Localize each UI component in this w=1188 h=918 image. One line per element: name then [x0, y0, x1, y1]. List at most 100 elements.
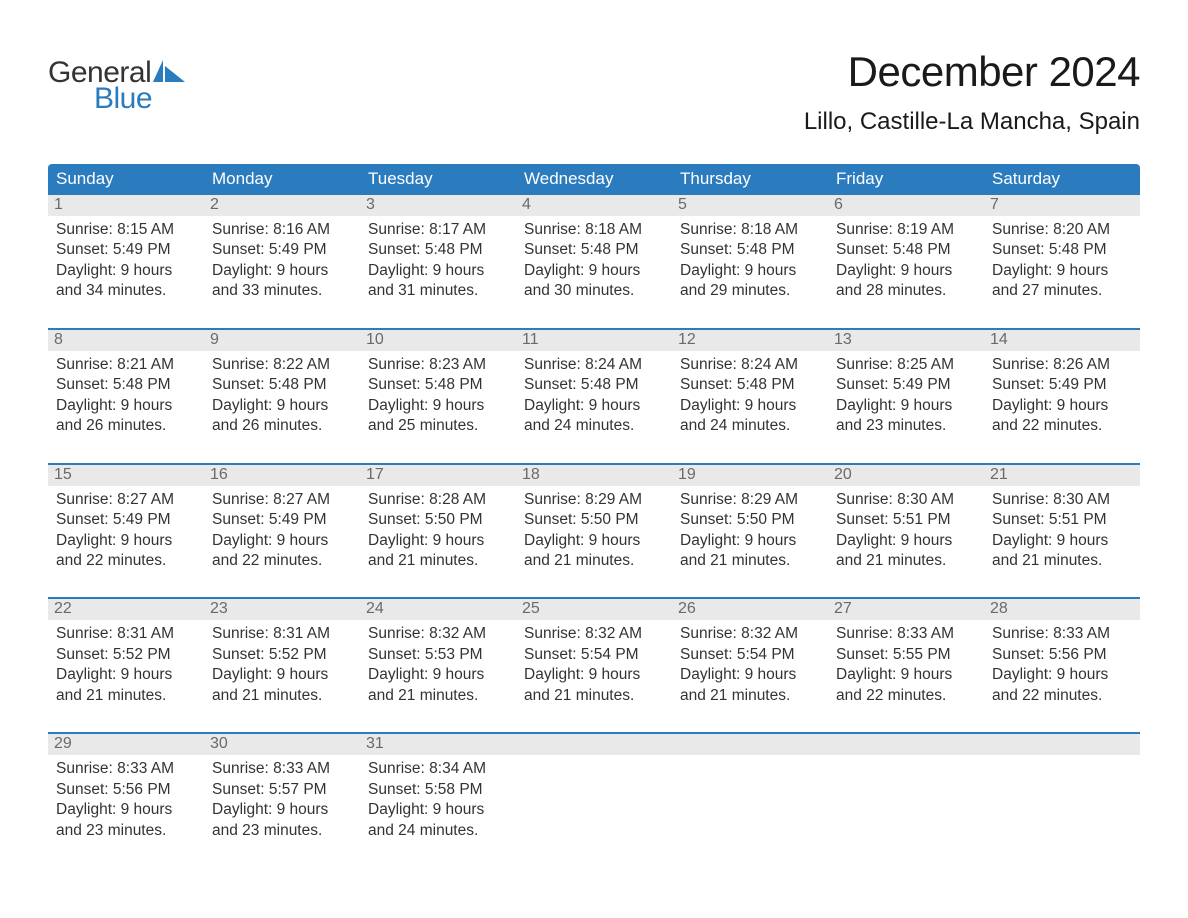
day-number: 16 [210, 466, 228, 483]
logo-sail-icon [153, 60, 187, 82]
day-number: 10 [366, 331, 384, 348]
sunrise-line: Sunrise: 8:29 AM [680, 490, 822, 510]
day-number [990, 735, 994, 752]
day-number: 23 [210, 600, 228, 617]
day-cell: 3Sunrise: 8:17 AMSunset: 5:48 PMDaylight… [360, 195, 516, 328]
day-number: 27 [834, 600, 852, 617]
day-body: Sunrise: 8:26 AMSunset: 5:49 PMDaylight:… [984, 351, 1140, 437]
day-cell: 29Sunrise: 8:33 AMSunset: 5:56 PMDayligh… [48, 734, 204, 867]
day-cell: 15Sunrise: 8:27 AMSunset: 5:49 PMDayligh… [48, 465, 204, 598]
sunrise-line: Sunrise: 8:33 AM [836, 624, 978, 644]
day-number-row: 4 [516, 195, 672, 216]
sunset-line: Sunset: 5:48 PM [368, 375, 510, 395]
day-cell: 16 Sunrise: 8:27 AMSunset: 5:49 PMDayligh… [204, 465, 360, 598]
sunset-line: Sunset: 5:48 PM [524, 240, 666, 260]
weekday-thursday: Thursday [672, 164, 828, 195]
day-number-row: 3 [360, 195, 516, 216]
weekday-wednesday: Wednesday [516, 164, 672, 195]
sunset-line: Sunset: 5:51 PM [992, 510, 1134, 530]
day-cell: 2Sunrise: 8:16 AMSunset: 5:49 PMDaylight… [204, 195, 360, 328]
day-number-row: 14 [984, 330, 1140, 351]
day-cell: 20 Sunrise: 8:30 AMSunset: 5:51 PMDayligh… [828, 465, 984, 598]
sunset-line: Sunset: 5:52 PM [212, 645, 354, 665]
sunrise-line: Sunrise: 8:17 AM [368, 220, 510, 240]
day-cell [672, 734, 828, 867]
day-body: Sunrise: 8:18 AMSunset: 5:48 PMDaylight:… [516, 216, 672, 302]
daylight-line: Daylight: 9 hours and 21 minutes. [836, 531, 978, 572]
sunset-line: Sunset: 5:57 PM [212, 780, 354, 800]
sunrise-line: Sunrise: 8:27 AM [212, 490, 354, 510]
sunrise-line: Sunrise: 8:30 AM [992, 490, 1134, 510]
day-body [516, 755, 672, 759]
sunset-line: Sunset: 5:48 PM [836, 240, 978, 260]
sunrise-line: Sunrise: 8:24 AM [680, 355, 822, 375]
week-row: 29Sunrise: 8:33 AMSunset: 5:56 PMDayligh… [48, 732, 1140, 867]
sunset-line: Sunset: 5:48 PM [212, 375, 354, 395]
day-cell: 26 Sunrise: 8:32 AMSunset: 5:54 PMDayligh… [672, 599, 828, 732]
day-body: Sunrise: 8:30 AMSunset: 5:51 PMDaylight:… [828, 486, 984, 572]
sunrise-line: Sunrise: 8:20 AM [992, 220, 1134, 240]
day-body: Sunrise: 8:32 AMSunset: 5:53 PMDaylight:… [360, 620, 516, 706]
day-body: Sunrise: 8:27 AMSunset: 5:49 PMDaylight:… [204, 486, 360, 572]
weekday-saturday: Saturday [984, 164, 1140, 195]
daylight-line: Daylight: 9 hours and 21 minutes. [368, 531, 510, 572]
day-number: 26 [678, 600, 696, 617]
day-number-row: 11 [516, 330, 672, 351]
sunrise-line: Sunrise: 8:32 AM [524, 624, 666, 644]
day-number: 21 [990, 466, 1008, 483]
day-cell: 4Sunrise: 8:18 AMSunset: 5:48 PMDaylight… [516, 195, 672, 328]
daylight-line: Daylight: 9 hours and 24 minutes. [524, 396, 666, 437]
day-number-row: 16 [204, 465, 360, 486]
daylight-line: Daylight: 9 hours and 22 minutes. [212, 531, 354, 572]
day-body [984, 755, 1140, 759]
day-body: Sunrise: 8:29 AMSunset: 5:50 PMDaylight:… [672, 486, 828, 572]
sunrise-line: Sunrise: 8:33 AM [212, 759, 354, 779]
day-body: Sunrise: 8:25 AMSunset: 5:49 PMDaylight:… [828, 351, 984, 437]
day-body: Sunrise: 8:31 AMSunset: 5:52 PMDaylight:… [48, 620, 204, 706]
daylight-line: Daylight: 9 hours and 31 minutes. [368, 261, 510, 302]
day-number: 5 [678, 196, 687, 213]
day-cell: 13 Sunrise: 8:25 AMSunset: 5:49 PMDayligh… [828, 330, 984, 463]
day-number: 18 [522, 466, 540, 483]
day-number: 14 [990, 331, 1008, 348]
day-number-row: 6 [828, 195, 984, 216]
day-body: Sunrise: 8:33 AMSunset: 5:56 PMDaylight:… [48, 755, 204, 841]
sunrise-line: Sunrise: 8:30 AM [836, 490, 978, 510]
sunset-line: Sunset: 5:50 PM [368, 510, 510, 530]
day-number: 20 [834, 466, 852, 483]
sunrise-line: Sunrise: 8:29 AM [524, 490, 666, 510]
day-number-row: 26 [672, 599, 828, 620]
day-number-row: 15 [48, 465, 204, 486]
day-cell: 8Sunrise: 8:21 AMSunset: 5:48 PMDaylight… [48, 330, 204, 463]
title-block: December 2024 Lillo, Castille-La Mancha,… [804, 48, 1140, 136]
daylight-line: Daylight: 9 hours and 33 minutes. [212, 261, 354, 302]
day-body: Sunrise: 8:24 AMSunset: 5:48 PMDaylight:… [672, 351, 828, 437]
day-cell: 10Sunrise: 8:23 AMSunset: 5:48 PMDayligh… [360, 330, 516, 463]
day-number-row: 10 [360, 330, 516, 351]
day-body: Sunrise: 8:33 AMSunset: 5:56 PMDaylight:… [984, 620, 1140, 706]
sunset-line: Sunset: 5:50 PM [524, 510, 666, 530]
day-body: Sunrise: 8:17 AMSunset: 5:48 PMDaylight:… [360, 216, 516, 302]
sunrise-line: Sunrise: 8:32 AM [680, 624, 822, 644]
day-body: Sunrise: 8:20 AMSunset: 5:48 PMDaylight:… [984, 216, 1140, 302]
day-body: Sunrise: 8:30 AMSunset: 5:51 PMDaylight:… [984, 486, 1140, 572]
day-number-row: 7 [984, 195, 1140, 216]
sunset-line: Sunset: 5:54 PM [680, 645, 822, 665]
day-number-row: 28 [984, 599, 1140, 620]
day-body: Sunrise: 8:18 AMSunset: 5:48 PMDaylight:… [672, 216, 828, 302]
week-row: 8Sunrise: 8:21 AMSunset: 5:48 PMDaylight… [48, 328, 1140, 463]
day-number: 22 [54, 600, 72, 617]
month-title: December 2024 [804, 48, 1140, 96]
week-row: 15Sunrise: 8:27 AMSunset: 5:49 PMDayligh… [48, 463, 1140, 598]
daylight-line: Daylight: 9 hours and 21 minutes. [680, 665, 822, 706]
weekday-friday: Friday [828, 164, 984, 195]
day-number-row: 27 [828, 599, 984, 620]
sunset-line: Sunset: 5:48 PM [368, 240, 510, 260]
day-number-row [516, 734, 672, 755]
daylight-line: Daylight: 9 hours and 27 minutes. [992, 261, 1134, 302]
day-number: 13 [834, 331, 852, 348]
sunset-line: Sunset: 5:49 PM [212, 510, 354, 530]
sunset-line: Sunset: 5:53 PM [368, 645, 510, 665]
daylight-line: Daylight: 9 hours and 21 minutes. [368, 665, 510, 706]
sunset-line: Sunset: 5:58 PM [368, 780, 510, 800]
